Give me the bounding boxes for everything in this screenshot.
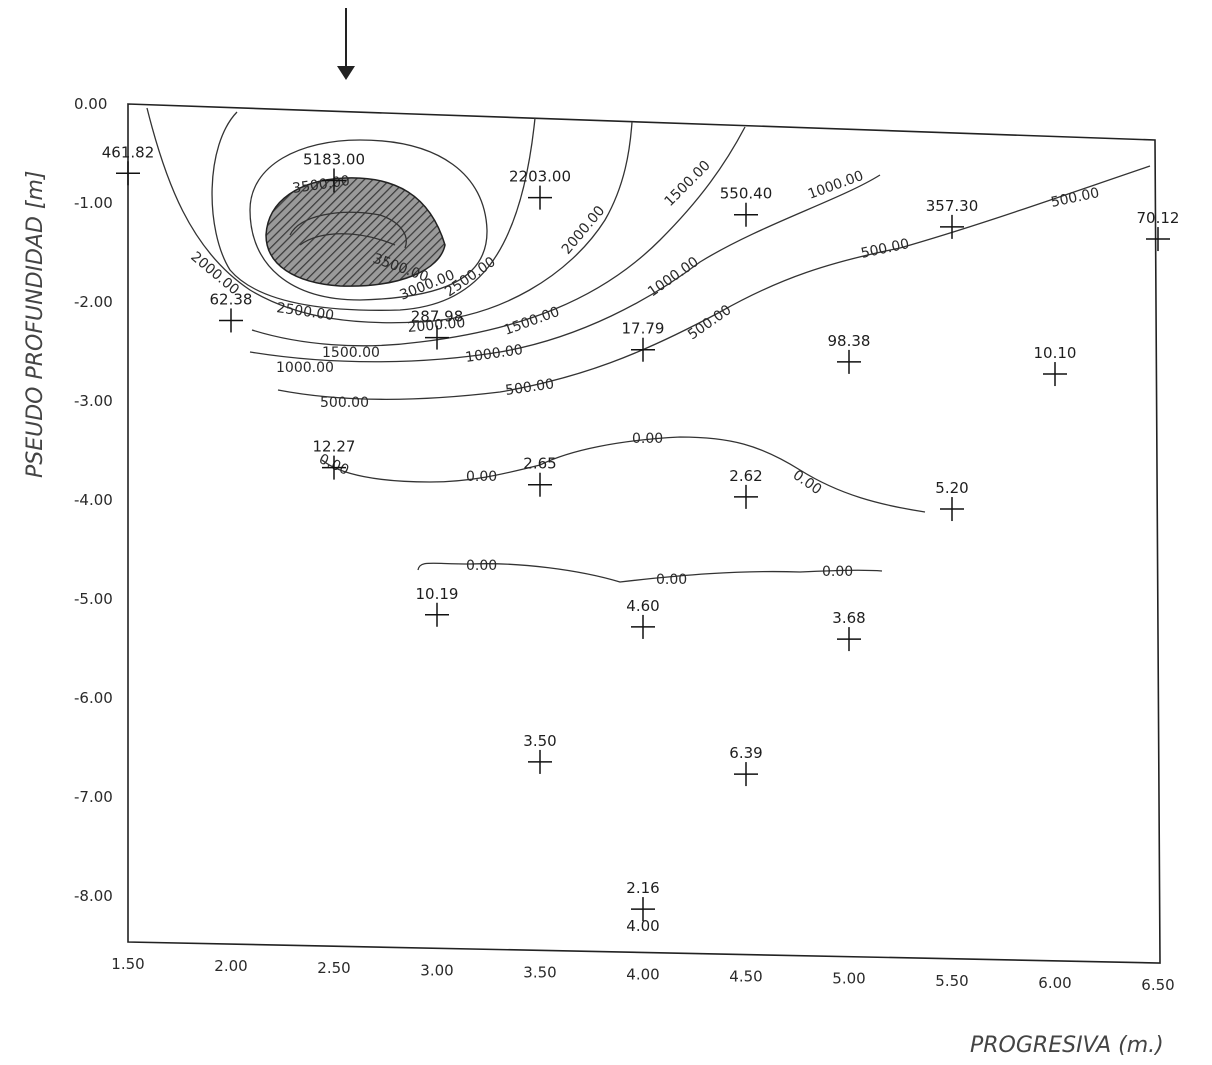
data-point: 70.12	[1137, 209, 1180, 251]
data-point: 3.50	[523, 732, 556, 774]
svg-text:500.00: 500.00	[860, 236, 911, 262]
point-value-label: 17.79	[622, 320, 665, 338]
point-value-label: 357.30	[926, 197, 979, 215]
point-value-label: 287.98	[411, 308, 464, 326]
point-value-label: 5183.00	[303, 151, 365, 169]
y-tick-label: -7.00	[74, 788, 113, 806]
point-extra-label: 4.00	[626, 917, 659, 935]
svg-text:0.00: 0.00	[790, 467, 825, 498]
svg-text:2500.00: 2500.00	[275, 300, 335, 324]
point-value-label: 10.10	[1034, 344, 1077, 362]
point-value-label: 2.65	[523, 455, 556, 473]
point-value-label: 2.16	[626, 879, 659, 897]
svg-text:1500.00: 1500.00	[502, 304, 562, 339]
y-tick-label: -5.00	[74, 590, 113, 608]
svg-text:1500.00: 1500.00	[662, 158, 714, 210]
data-points: 461.82 5183.00 2203.00 550.40 357.30 70.12 62.…	[102, 143, 1180, 935]
svg-text:0.00: 0.00	[466, 469, 497, 485]
svg-text:500.00: 500.00	[504, 376, 555, 399]
svg-text:1000.00: 1000.00	[464, 342, 524, 366]
y-tick-label: -6.00	[74, 689, 113, 707]
data-point: 2.16	[626, 879, 659, 921]
data-point: 550.40	[720, 185, 773, 227]
x-tick-label: 5.00	[832, 970, 865, 988]
svg-text:2000.00: 2000.00	[559, 203, 608, 258]
svg-text:1000.00: 1000.00	[645, 254, 702, 300]
y-tick-label: -4.00	[74, 491, 113, 509]
data-point: 10.10	[1034, 344, 1077, 386]
point-value-label: 6.39	[729, 744, 762, 762]
y-tick-label: -2.00	[74, 293, 113, 311]
point-value-label: 3.68	[832, 609, 865, 627]
point-value-label: 550.40	[720, 185, 773, 203]
position-arrow	[337, 8, 355, 80]
y-tick-label: -1.00	[74, 194, 113, 212]
x-tick-label: 5.50	[935, 972, 968, 990]
y-tick-label: -8.00	[74, 887, 113, 905]
point-value-label: 2203.00	[509, 168, 571, 186]
data-point: 5.20	[935, 479, 968, 521]
data-point: 2.62	[729, 467, 762, 509]
data-point: 2203.00	[509, 168, 571, 210]
y-axis-title: PSEUDO PROFUNDIDAD [m]	[23, 170, 48, 478]
data-point: 2.65	[523, 455, 556, 497]
point-value-label: 12.27	[313, 438, 356, 456]
data-point: 4.60	[626, 597, 659, 639]
data-point: 62.38	[210, 290, 253, 332]
x-tick-label: 2.50	[317, 959, 350, 977]
x-tick-label: 6.50	[1141, 976, 1174, 994]
data-point: 3.68	[832, 609, 865, 651]
svg-text:500.00: 500.00	[685, 302, 734, 343]
point-value-label: 5.20	[935, 479, 968, 497]
x-tick-label: 3.50	[523, 963, 556, 981]
x-tick-label: 3.00	[420, 961, 453, 979]
svg-text:1000.00: 1000.00	[276, 360, 334, 376]
point-value-label: 62.38	[210, 290, 253, 308]
svg-text:0.00: 0.00	[466, 558, 497, 574]
point-value-label: 4.60	[626, 597, 659, 615]
data-point: 10.19	[416, 585, 459, 627]
x-tick-label: 4.00	[626, 966, 659, 984]
point-value-label: 2.62	[729, 467, 762, 485]
data-point: 461.82	[102, 143, 155, 185]
point-value-label: 98.38	[828, 332, 871, 350]
x-axis-title: PROGRESIVA (m.)	[970, 1033, 1164, 1058]
data-point: 98.38	[828, 332, 871, 374]
point-value-label: 461.82	[102, 143, 155, 161]
x-tick-label: 2.00	[214, 957, 247, 975]
x-tick-label: 6.00	[1038, 974, 1071, 992]
x-tick-label: 4.50	[729, 968, 762, 986]
point-value-label: 10.19	[416, 585, 459, 603]
contour-lines	[147, 108, 1150, 582]
axis-ticks: 0.00 -1.00 -2.00 -3.00 -4.00 -5.00 -6.00 -7.00 -…	[74, 95, 1175, 994]
y-tick-label: -3.00	[74, 392, 113, 410]
svg-text:500.00: 500.00	[1050, 185, 1101, 211]
point-value-label: 3.50	[523, 732, 556, 750]
y-tick-label: 0.00	[74, 95, 107, 113]
svg-text:500.00: 500.00	[320, 395, 369, 411]
data-point: 6.39	[729, 744, 762, 786]
point-value-label: 70.12	[1137, 209, 1180, 227]
svg-text:0.00: 0.00	[822, 564, 853, 580]
svg-text:1500.00: 1500.00	[322, 345, 380, 361]
svg-text:0.00: 0.00	[632, 431, 663, 447]
x-tick-label: 1.50	[111, 955, 144, 973]
data-point: 357.30	[926, 197, 979, 239]
svg-text:0.00: 0.00	[656, 572, 687, 588]
